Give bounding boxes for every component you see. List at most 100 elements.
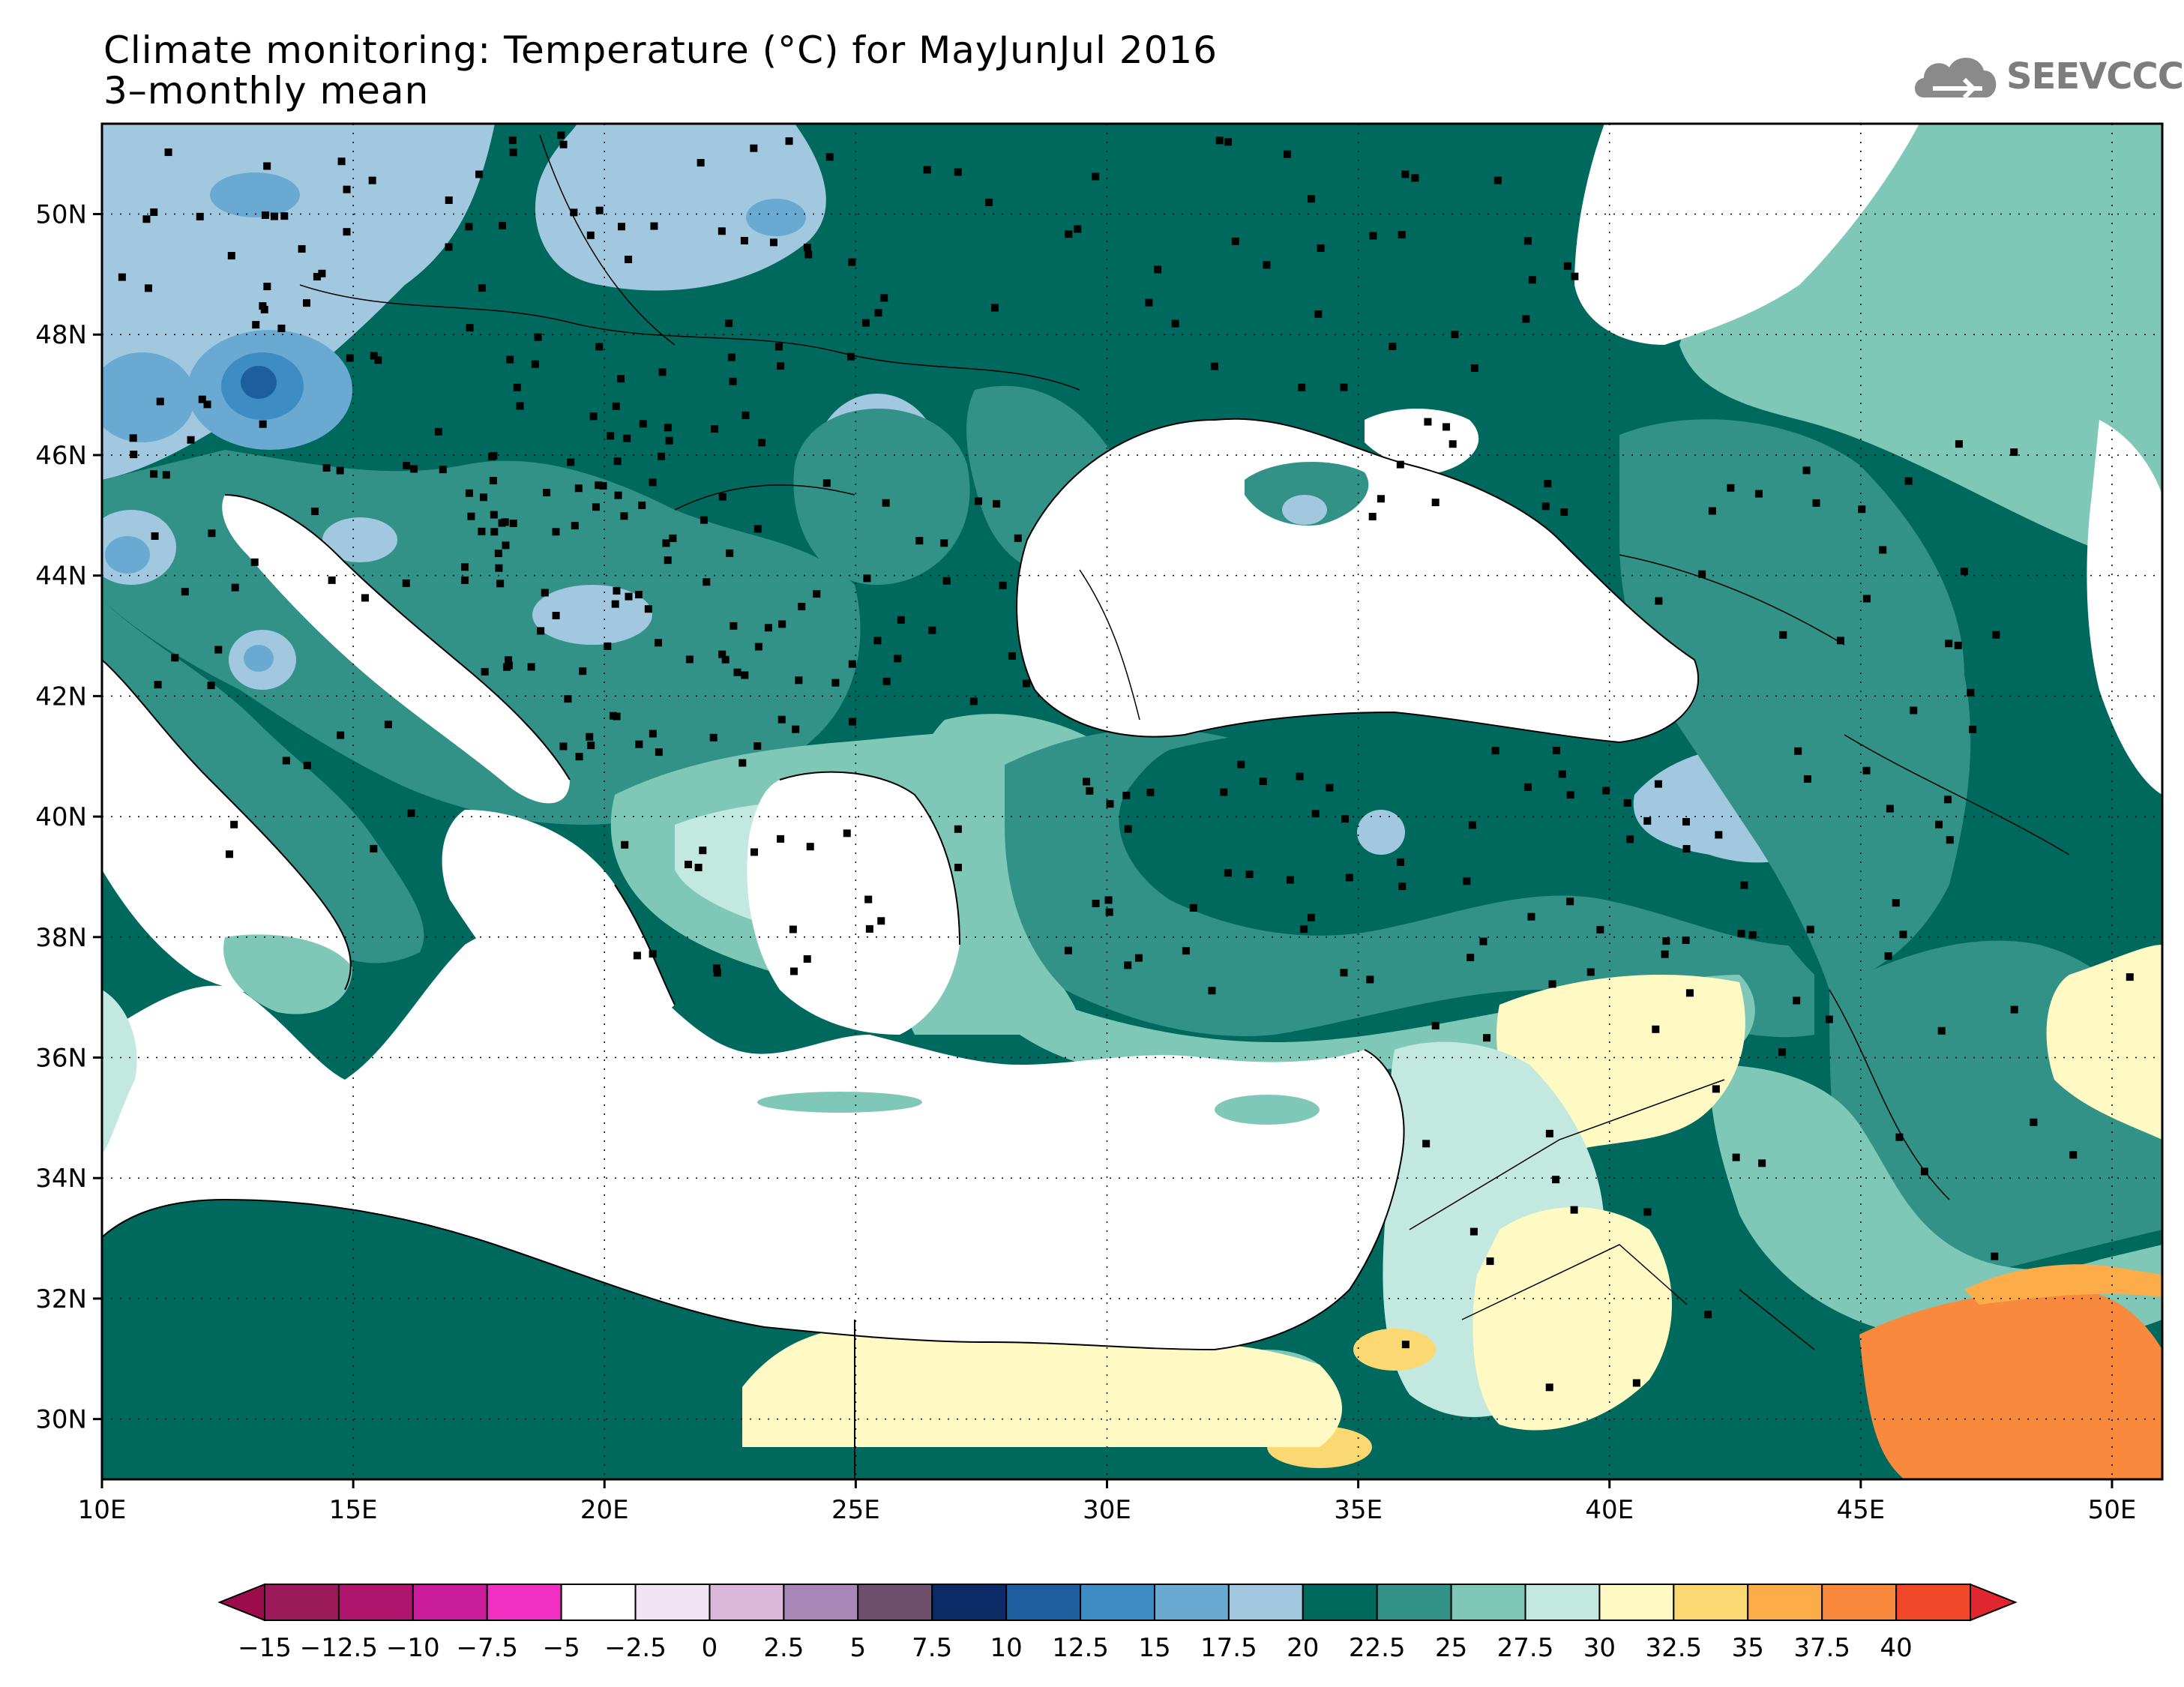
station-marker	[1014, 534, 1022, 542]
station-marker	[753, 742, 762, 751]
station-marker	[1396, 858, 1404, 866]
station-marker	[207, 682, 215, 690]
station-marker	[1308, 195, 1316, 203]
station-marker	[336, 466, 344, 475]
station-marker	[649, 730, 657, 738]
station-marker	[1401, 170, 1410, 178]
sardinia	[102, 990, 137, 1155]
station-marker	[928, 626, 936, 634]
colorbar-swatch	[1895, 1584, 1971, 1621]
colorbar-swatch	[1450, 1584, 1526, 1621]
station-marker	[1566, 791, 1574, 799]
station-marker	[495, 564, 503, 572]
station-marker	[1210, 362, 1218, 370]
x-tick-label: 15E	[329, 1495, 378, 1525]
station-marker	[298, 244, 306, 253]
station-marker	[1296, 772, 1304, 781]
station-marker	[502, 541, 510, 550]
station-marker	[725, 319, 733, 328]
station-marker	[864, 895, 873, 903]
mediterranean-sea	[102, 928, 1404, 1350]
station-marker	[465, 223, 473, 231]
station-marker	[118, 273, 126, 281]
station-marker	[894, 655, 902, 663]
colorbar-label: 20	[1287, 1633, 1319, 1663]
y-tick-label: 34N	[35, 1164, 87, 1194]
station-marker	[954, 168, 962, 176]
station-marker	[434, 427, 442, 436]
station-marker	[513, 383, 521, 391]
station-marker	[527, 663, 535, 671]
colorbar-label: 17.5	[1200, 1633, 1257, 1663]
y-tick-label: 32N	[35, 1284, 87, 1314]
x-tick-label: 25E	[831, 1495, 880, 1525]
station-marker	[1955, 440, 1963, 448]
station-marker	[407, 809, 415, 817]
station-marker	[741, 671, 749, 679]
x-tick-label: 30E	[1083, 1495, 1131, 1525]
field-27-30-iran	[2046, 945, 2162, 1140]
station-marker	[954, 825, 962, 833]
station-marker	[785, 137, 793, 145]
station-marker	[599, 481, 607, 490]
station-marker	[1935, 820, 1943, 829]
station-marker	[1954, 641, 1962, 649]
station-marker	[1560, 508, 1568, 517]
station-marker	[1682, 818, 1691, 826]
station-marker	[1491, 747, 1499, 755]
station-marker	[402, 579, 410, 587]
station-marker	[726, 549, 734, 557]
station-marker	[1366, 975, 1374, 984]
station-marker	[343, 228, 351, 236]
station-marker	[310, 507, 319, 515]
station-marker	[954, 863, 962, 871]
x-tick-label: 45E	[1836, 1495, 1885, 1525]
station-marker	[897, 616, 905, 624]
station-marker	[509, 148, 517, 157]
x-tick-label: 20E	[580, 1495, 629, 1525]
field-7-10-austria	[241, 366, 277, 399]
station-marker	[1586, 968, 1595, 976]
station-marker	[882, 677, 891, 685]
station-marker	[494, 550, 502, 558]
station-marker	[985, 198, 993, 206]
station-marker	[164, 148, 172, 157]
station-marker	[1245, 870, 1254, 879]
station-marker	[2010, 1005, 2018, 1014]
field-15-17-anatolia	[1357, 810, 1405, 855]
station-marker	[1469, 1227, 1478, 1236]
colorbar-label: −2.5	[604, 1633, 667, 1663]
station-marker	[1727, 484, 1735, 492]
station-marker	[1904, 477, 1913, 485]
station-marker	[795, 676, 803, 685]
station-marker	[506, 355, 514, 364]
colorbar-swatch	[264, 1584, 340, 1621]
station-marker	[1215, 136, 1224, 145]
station-marker	[1398, 231, 1406, 239]
station-marker	[187, 436, 195, 444]
station-marker	[999, 581, 1007, 589]
station-marker	[1401, 1341, 1410, 1349]
station-marker	[697, 159, 705, 167]
x-tick-label: 40E	[1585, 1495, 1634, 1525]
sea-of-azov	[1365, 409, 1479, 472]
station-marker	[1146, 788, 1155, 796]
station-marker	[1522, 315, 1530, 323]
station-marker	[1396, 460, 1404, 469]
station-marker	[1825, 1015, 1833, 1023]
station-marker	[658, 368, 667, 376]
station-marker	[700, 516, 708, 524]
station-marker	[156, 397, 164, 406]
station-marker	[1283, 150, 1291, 158]
crete	[757, 1092, 922, 1113]
station-marker	[1946, 836, 1954, 844]
station-marker	[1654, 780, 1662, 788]
station-marker	[1758, 1159, 1766, 1167]
station-marker	[1224, 138, 1233, 146]
station-marker	[1224, 869, 1232, 877]
station-marker	[774, 343, 783, 351]
station-marker	[614, 491, 622, 499]
station-marker	[863, 574, 871, 583]
field-20-22-carpathian-ring	[793, 409, 970, 585]
station-marker	[318, 269, 326, 277]
